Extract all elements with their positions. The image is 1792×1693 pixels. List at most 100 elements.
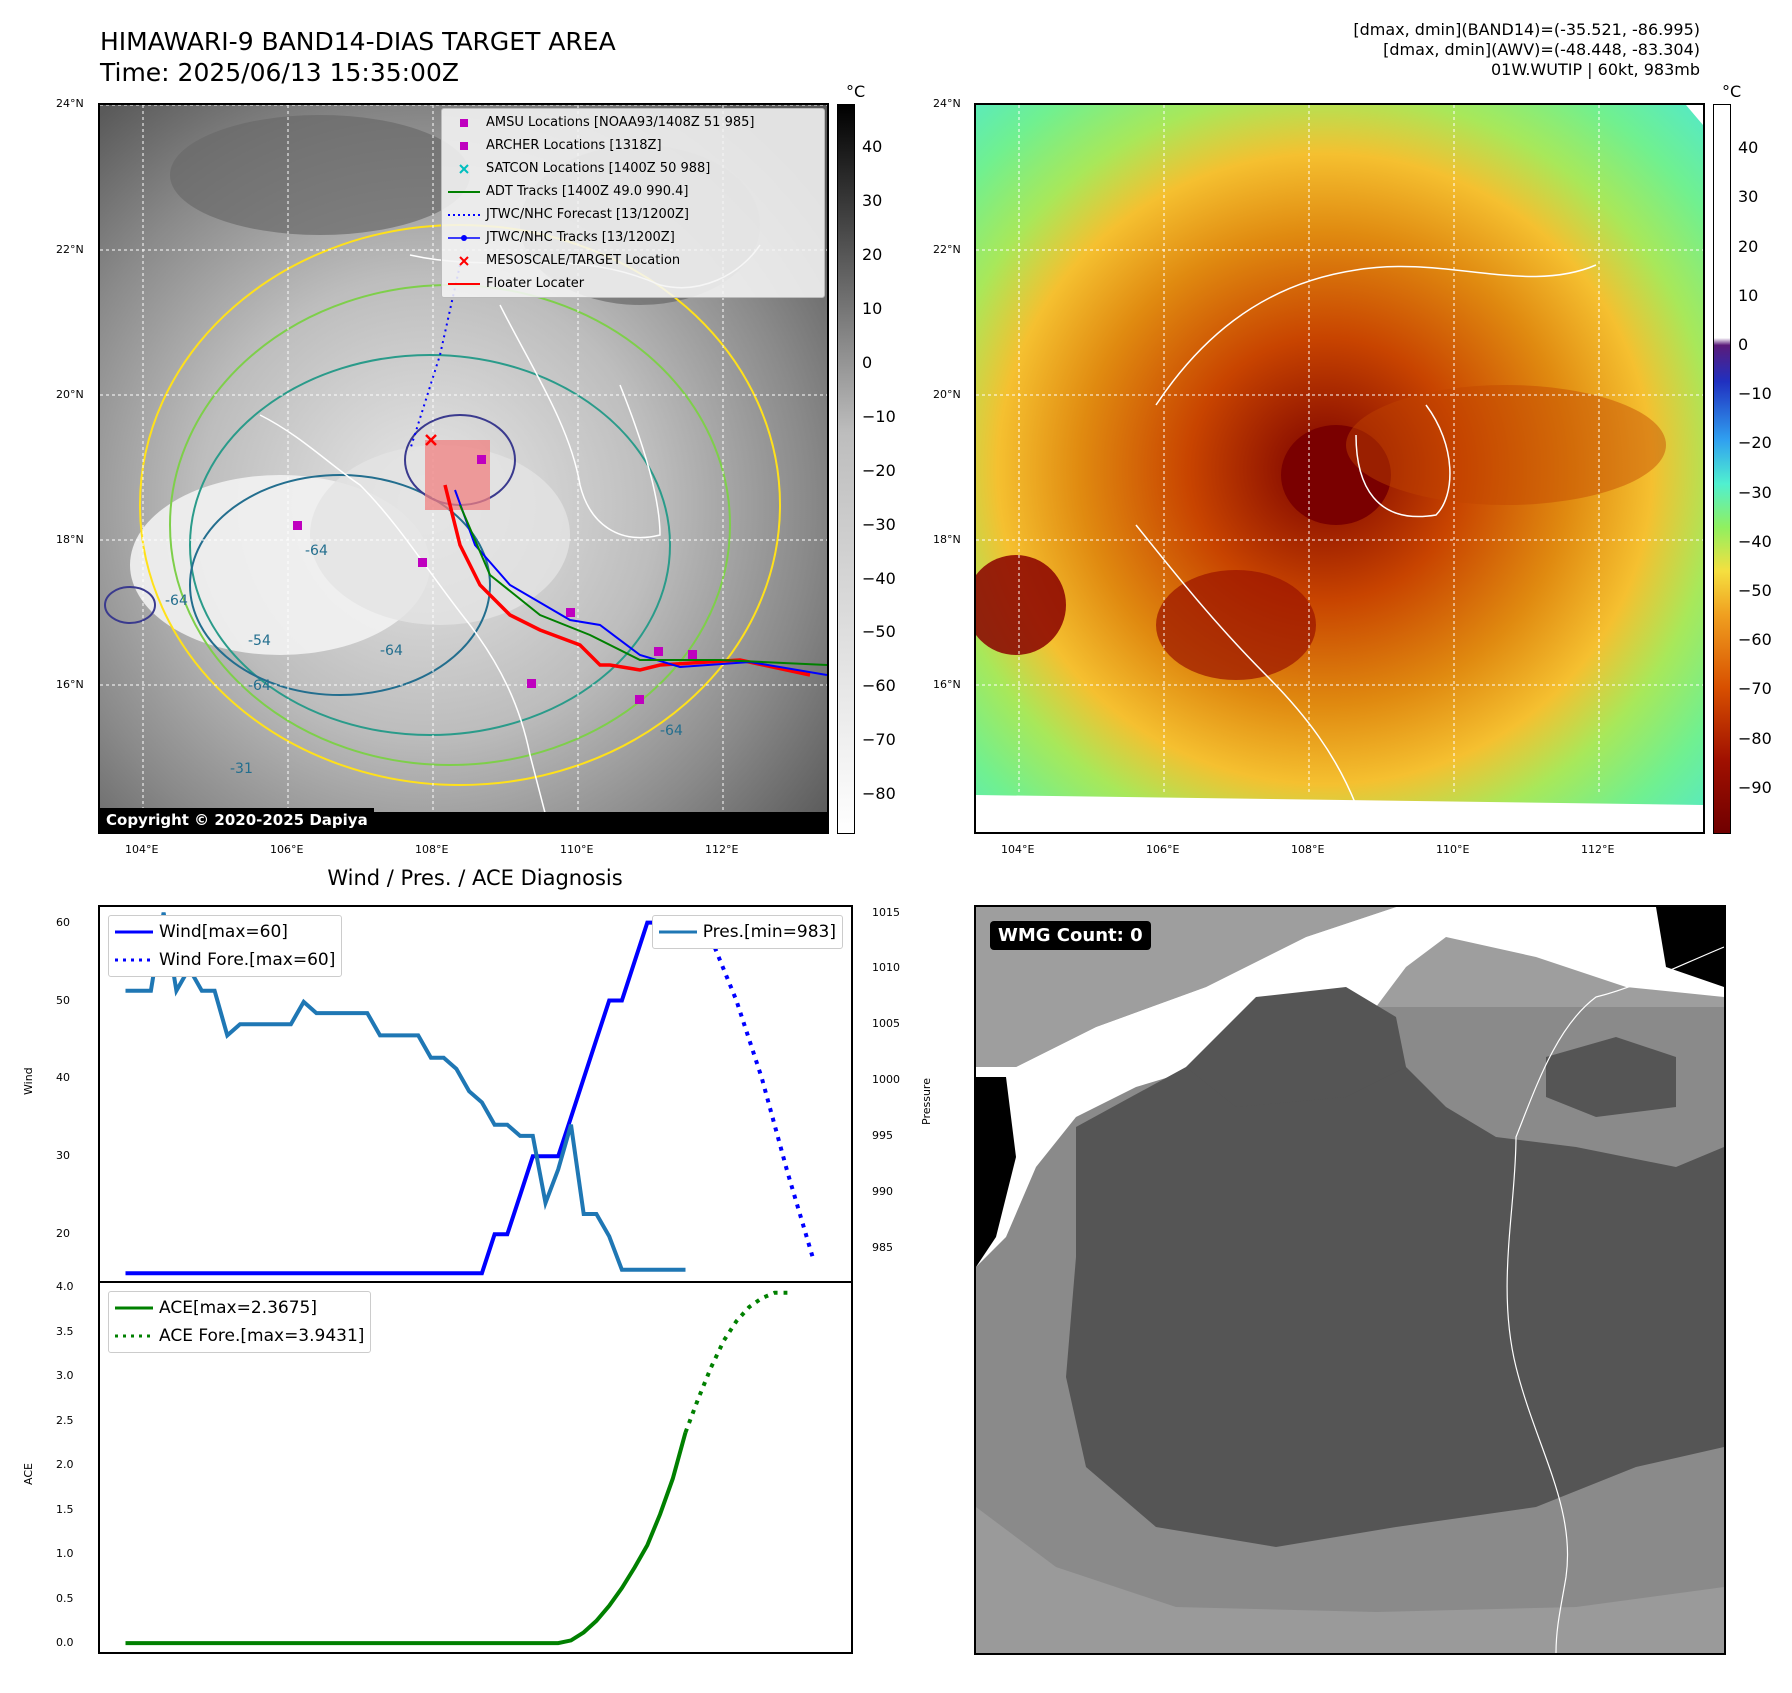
legend-item: Wind Fore.[max=60] <box>109 946 341 974</box>
lon-label: 104°E <box>1001 843 1035 856</box>
ace-legend: ACE[max=2.3675] ACE Fore.[max=3.9431] <box>108 1291 372 1353</box>
legend-item: Floater Locater <box>442 272 824 295</box>
map-gridlines <box>976 105 1703 795</box>
legend-item: MESOSCALE/TARGET Location <box>442 249 824 272</box>
colorbar-tick-label: 30 <box>1738 187 1759 207</box>
colorbar-tick-label: 10 <box>862 298 883 318</box>
lat-label: 24°N <box>933 97 961 110</box>
wind-tick-label: 30 <box>56 1149 70 1163</box>
legend-label: MESOSCALE/TARGET Location <box>486 253 681 268</box>
pressure-tick-label: 1005 <box>872 1017 900 1031</box>
adt-track <box>459 504 827 666</box>
pressure-tick-label: 985 <box>872 1240 893 1254</box>
colorbar-tick-label: −60 <box>1738 630 1772 650</box>
wmg-panel: WMG Count: 0 <box>974 905 1726 1655</box>
wmg-region <box>976 1507 1724 1653</box>
pressure-tick-label: 995 <box>872 1128 893 1142</box>
colorbar-tick-label: −10 <box>862 406 896 426</box>
legend-label: Wind Fore.[max=60] <box>159 950 336 970</box>
band-region <box>1346 385 1666 505</box>
wmg-count-badge: WMG Count: 0 <box>990 921 1151 950</box>
colorbar-tick-label: 20 <box>862 244 883 264</box>
legend-item: ACE[max=2.3675] <box>109 1294 370 1322</box>
legend-swatch <box>115 1306 153 1310</box>
band14-colorbar <box>837 104 855 834</box>
colorbar-tick-label: 20 <box>1738 236 1759 256</box>
legend-item: ACE Fore.[max=3.9431] <box>109 1322 370 1350</box>
lon-label: 112°E <box>1581 843 1615 856</box>
contour-label: -54 <box>248 633 271 649</box>
colorbar-tick-label: 0 <box>1738 335 1749 355</box>
colorbar-tick-label: −80 <box>1738 728 1772 748</box>
wind-tick-label: 60 <box>56 915 70 929</box>
lon-label: 106°E <box>270 843 304 856</box>
coastline <box>1506 946 1724 1653</box>
wind-tick-label: 20 <box>56 1227 70 1241</box>
lat-label: 18°N <box>933 533 961 546</box>
legend-symbol <box>442 255 486 267</box>
ace-tick-label: 3.0 <box>56 1369 74 1383</box>
ace-tick-label: 2.5 <box>56 1413 74 1427</box>
legend-swatch <box>658 930 697 934</box>
contour-line <box>189 354 671 736</box>
legend-item: JTWC/NHC Forecast [13/1200Z] <box>442 203 824 226</box>
ace-svg <box>125 1290 788 1646</box>
x-symbol <box>459 163 469 174</box>
wmg-dark-region <box>1066 1047 1724 1547</box>
map-legend: AMSU Locations [NOAA93/1408Z 51 985] ARCH… <box>441 108 825 298</box>
awv-map-svg <box>976 105 1703 832</box>
lon-label: 110°E <box>560 843 594 856</box>
legend-label: ADT Tracks [1400Z 49.0 990.4] <box>486 184 689 199</box>
coastline <box>1135 524 1357 806</box>
wmg-svg <box>976 907 1724 1653</box>
pressure-tick-label: 1015 <box>872 905 900 919</box>
colorbar-tick-label: 40 <box>862 137 883 157</box>
ace-tick-label: 0.5 <box>56 1591 74 1605</box>
square-symbol <box>460 141 468 150</box>
contour-label: -64 <box>248 678 271 694</box>
lat-label: 20°N <box>56 388 84 401</box>
colorbar-tick-label: −10 <box>1738 384 1772 404</box>
series-line <box>125 912 686 1272</box>
wmg-dark-region <box>1186 987 1406 1107</box>
awv-colorbar <box>1713 104 1731 834</box>
contour-labels: -64 -64 -54 -64 -64 -64 -31 <box>165 543 683 777</box>
colorbar-tick-label: 10 <box>1738 285 1759 305</box>
legend-symbol <box>442 163 486 175</box>
legend-symbol <box>442 117 486 129</box>
legend-label: Wind[max=60] <box>159 922 288 942</box>
series-line <box>683 1290 788 1434</box>
band14-map: -64 -64 -54 -64 -64 -64 -31 Copyright © … <box>98 103 829 834</box>
coastline <box>1355 404 1451 518</box>
ace-tick-label: 1.0 <box>56 1547 74 1561</box>
legend-label: ACE[max=2.3675] <box>159 1298 317 1318</box>
legend-symbol <box>442 209 486 221</box>
legend-label: ARCHER Locations [1318Z] <box>486 138 662 153</box>
coastline <box>1155 264 1597 406</box>
target-marker <box>425 434 437 446</box>
pressure-tick-label: 990 <box>872 1184 893 1198</box>
lon-label: 104°E <box>125 843 159 856</box>
info-line-1: [dmax, dmin](BAND14)=(-35.521, -86.995) <box>1353 20 1700 39</box>
line-symbol <box>448 190 480 193</box>
dotted-symbol <box>448 213 480 216</box>
jtwc-track <box>454 489 827 676</box>
colorbar-tick-label: 0 <box>862 352 873 372</box>
copyright-label: Copyright © 2020-2025 Dapiya <box>100 808 374 832</box>
legend-label: SATCON Locations [1400Z 50 988] <box>486 161 711 176</box>
colorbar-unit: °C <box>1722 82 1742 101</box>
colorbar-tick-label: −30 <box>862 514 896 534</box>
ace-axis-label: ACE <box>22 1463 35 1485</box>
title-line-1: HIMAWARI-9 BAND14-DIAS TARGET AREA <box>100 27 616 56</box>
legend-item: SATCON Locations [1400Z 50 988] <box>442 157 824 180</box>
legend-item: ADT Tracks [1400Z 49.0 990.4] <box>442 180 824 203</box>
pressure-legend: Pres.[min=983] <box>651 915 843 949</box>
colorbar-tick-label: 30 <box>862 191 883 211</box>
amsu-markers <box>293 455 697 704</box>
colorbar-unit: °C <box>846 82 866 101</box>
chart-title: Wind / Pres. / ACE Diagnosis <box>327 866 623 890</box>
cold-region <box>1156 570 1316 680</box>
legend-symbol <box>442 186 486 198</box>
lon-label: 112°E <box>705 843 739 856</box>
ace-panel: ACE[max=2.3675] ACE Fore.[max=3.9431] <box>98 1281 853 1654</box>
